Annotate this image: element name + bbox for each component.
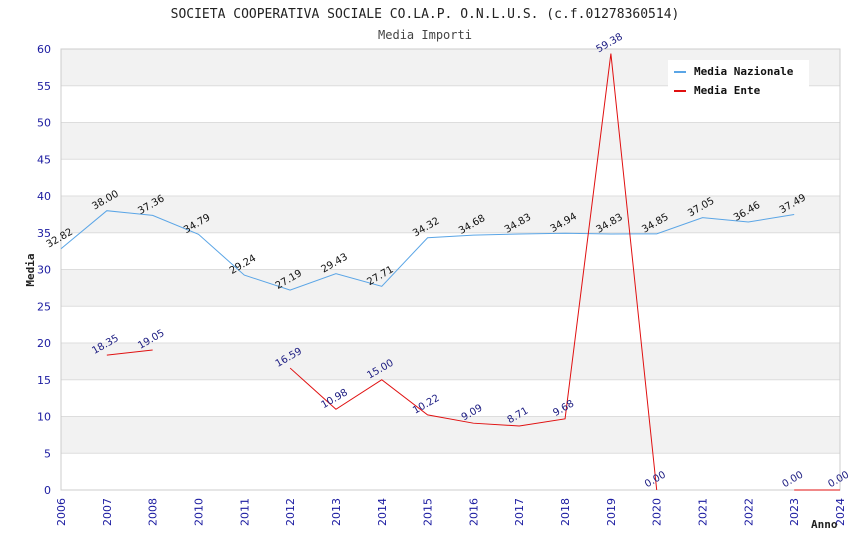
- y-tick-label: 45: [37, 153, 51, 166]
- x-tick-label: 2021: [697, 498, 710, 526]
- chart-title: SOCIETA COOPERATIVA SOCIALE CO.LA.P. O.N…: [171, 7, 680, 22]
- plot-area: [60, 48, 841, 491]
- data-label-media-ente: 10.22: [411, 393, 441, 417]
- y-axis-ticks: 0 5 10 15 20 25 30 35 40 45 50 55 60: [37, 43, 51, 497]
- x-tick-label: 2006: [55, 498, 68, 526]
- series-line-media-nazionale: [60, 210, 795, 291]
- grid-band: [61, 343, 840, 380]
- legend-box: [668, 60, 809, 100]
- x-tick-label: 2015: [422, 498, 435, 526]
- x-tick-label: 2008: [147, 498, 160, 526]
- legend-label-media-nazionale: Media Nazionale: [694, 65, 794, 78]
- data-label-media-ente: 0.00: [643, 470, 668, 491]
- grid-band: [61, 122, 840, 160]
- x-tick-label: 2018: [559, 498, 572, 526]
- x-tick-label: 2010: [192, 498, 205, 526]
- y-tick-label: 20: [37, 337, 51, 350]
- grid-lines: [61, 48, 840, 491]
- x-tick-label: 2022: [742, 498, 755, 526]
- data-label-media-ente: 9.68: [551, 398, 576, 419]
- data-label-media-ente: 0.00: [781, 470, 806, 491]
- x-axis-ticks: 2006 2007 2008 2010 2011 2012 2013 2014 2015 2016…: [55, 498, 847, 526]
- data-label-media-ente: 10.98: [320, 387, 350, 411]
- y-tick-label: 10: [37, 411, 51, 424]
- y-tick-label: 30: [37, 264, 51, 277]
- x-tick-label: 2019: [605, 498, 618, 526]
- x-tick-label: 2017: [513, 498, 526, 526]
- y-tick-label: 60: [37, 43, 51, 56]
- x-axis-label: Anno: [811, 518, 838, 531]
- legend: Media Nazionale Media Ente: [668, 60, 809, 100]
- x-tick-label: 2012: [284, 498, 297, 526]
- y-tick-label: 15: [37, 374, 51, 387]
- x-tick-label: 2014: [376, 498, 389, 526]
- x-tick-label: 2023: [788, 498, 801, 526]
- x-tick-label: 2024: [834, 498, 847, 526]
- y-tick-label: 55: [37, 80, 51, 93]
- x-tick-label: 2016: [467, 498, 480, 526]
- x-tick-label: 2011: [238, 498, 251, 526]
- y-tick-label: 35: [37, 227, 51, 240]
- chart-subtitle: Media Importi: [378, 28, 472, 42]
- data-label-media-ente: 0.00: [826, 470, 850, 491]
- series-line-media-ente: [106, 349, 153, 356]
- grid-band: [61, 269, 840, 307]
- y-axis-label: Media: [24, 253, 37, 286]
- x-tick-label: 2013: [330, 498, 343, 526]
- y-tick-label: 0: [44, 484, 51, 497]
- x-tick-label: 2020: [651, 498, 664, 526]
- y-tick-label: 40: [37, 190, 51, 203]
- legend-label-media-ente: Media Ente: [694, 84, 761, 97]
- series-line-media-ente: [289, 53, 658, 491]
- y-tick-label: 5: [44, 447, 51, 460]
- grid-band: [61, 416, 840, 454]
- y-tick-label: 25: [37, 300, 51, 313]
- series-lines: [60, 53, 840, 491]
- grid-bands: [61, 49, 840, 454]
- y-tick-label: 50: [37, 117, 51, 130]
- grid-band: [61, 196, 840, 233]
- x-tick-label: 2007: [101, 498, 114, 526]
